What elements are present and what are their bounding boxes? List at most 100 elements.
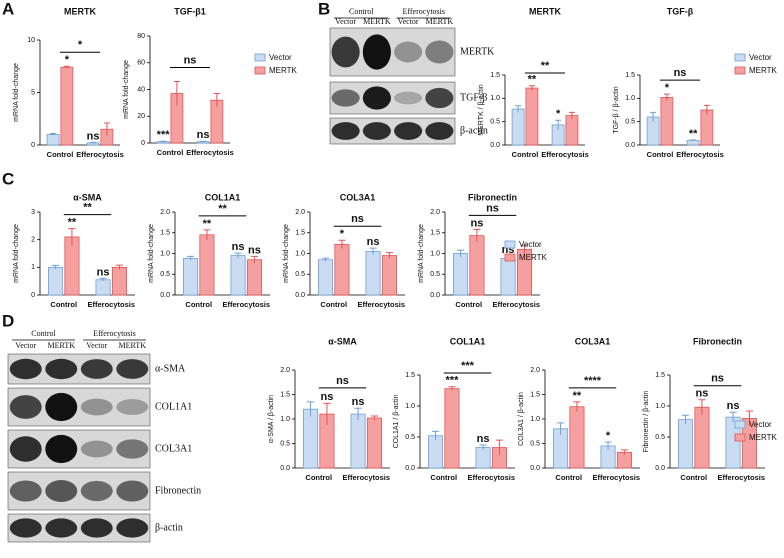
legend-swatch (504, 253, 516, 262)
chart-title: Fibronectin (468, 192, 517, 202)
x-tick-label: Control (455, 300, 482, 309)
error-bar (650, 111, 657, 122)
blot-row-label: TGF-β (460, 92, 487, 103)
y-tick-label: 0 (31, 292, 35, 299)
y-tick-label: 60 (137, 60, 145, 67)
y-tick-label: 1.5 (430, 230, 440, 237)
blot-band (45, 518, 78, 538)
error-bar (250, 255, 259, 264)
panel-letter: A (2, 0, 14, 18)
bar (569, 406, 585, 469)
x-tick-label: Control (430, 473, 457, 482)
error-bar (431, 430, 440, 441)
error-bar (160, 140, 167, 143)
blot-lane-label: MERTK (426, 17, 454, 26)
legend-swatch (254, 53, 266, 62)
bar (686, 139, 700, 146)
bracket-label: **** (584, 375, 602, 387)
y-tick-label: 0.0 (280, 465, 290, 472)
significance-label: ** (528, 74, 537, 86)
error-bar (234, 252, 242, 259)
blot-band (80, 440, 113, 458)
y-tick-label: 3 (31, 209, 35, 216)
panel-letter: D (2, 311, 14, 330)
x-tick-label: Efferocytosis (541, 150, 589, 159)
y-tick-label: 1.5 (625, 72, 635, 79)
error-bar (745, 410, 754, 426)
y-axis-label: TGF-β / β-actin (613, 86, 620, 133)
blot-band (116, 518, 149, 538)
error-bar (573, 401, 581, 412)
blot-band (80, 359, 113, 379)
y-tick-label: 0.0 (295, 292, 305, 299)
blot-band (116, 480, 149, 502)
y-tick-label: 1 (31, 264, 35, 271)
y-tick-label: 1.0 (405, 403, 415, 410)
blot-band (362, 34, 391, 70)
bar (475, 447, 491, 469)
y-tick-label: 2 (31, 237, 35, 244)
blot-lane-label: MERTK (363, 17, 391, 26)
blot-row-label: COL1A1 (155, 401, 192, 412)
x-tick-label: Efferocytosis (342, 473, 390, 482)
y-tick-label: 0.5 (430, 271, 440, 278)
y-tick-label: 0.5 (490, 119, 500, 126)
blot-group-label: Control (349, 7, 374, 16)
y-tick-label: 0.5 (405, 434, 415, 441)
chart-title: Fibronectin (693, 336, 742, 346)
error-bar (620, 449, 629, 455)
blot-band (331, 89, 360, 107)
x-tick-label: Control (50, 300, 77, 309)
bar (366, 417, 382, 469)
blot-band (331, 36, 360, 68)
error-bar (703, 104, 710, 115)
y-tick-label: 1.0 (295, 250, 305, 257)
bar (365, 251, 381, 296)
x-tick-label: Efferocytosis (676, 150, 724, 159)
significance-label: *** (157, 129, 171, 141)
bar (246, 259, 262, 296)
blot-row-label: COL3A1 (155, 443, 192, 454)
bar (453, 253, 469, 296)
error-bar (370, 415, 379, 420)
y-tick-label: 1.5 (160, 230, 170, 237)
error-bar (203, 229, 211, 240)
blot-band (362, 86, 391, 110)
error-bar (556, 422, 565, 435)
x-tick-label: Efferocytosis (467, 473, 515, 482)
y-axis-label: mRNA fold-change (418, 224, 425, 283)
blot-band (116, 439, 149, 459)
blot-group-label: Efferocytosis (93, 329, 136, 338)
bar (678, 419, 694, 469)
x-tick-label: Control (47, 150, 74, 159)
y-axis-label: mRNA fold-change (148, 224, 155, 283)
blot-lane-label: Vector (15, 341, 36, 350)
y-axis-label: Fibronectin / β-actin (643, 391, 650, 453)
y-tick-label: 1.5 (490, 72, 500, 79)
bracket-label: ** (541, 60, 550, 72)
bar (230, 255, 246, 296)
error-bar (338, 239, 346, 249)
y-axis-label: COL1A1 / β-actin (393, 394, 400, 448)
y-tick-label: 2.0 (160, 209, 170, 216)
panel-letter: C (2, 169, 14, 188)
blot-band (80, 480, 113, 502)
significance-label: ns (248, 244, 261, 256)
chart-title: α-SMA (73, 192, 102, 202)
blot-band (394, 122, 423, 140)
error-bar (479, 444, 487, 451)
significance-label: ns (232, 241, 245, 253)
y-tick-label: 0.0 (490, 142, 500, 149)
bar (303, 408, 319, 469)
bracket-label: * (78, 39, 83, 51)
bar (111, 266, 127, 296)
bar (469, 235, 485, 296)
y-tick-label: 1.5 (405, 372, 415, 379)
x-tick-label: Efferocytosis (492, 300, 540, 309)
significance-label: ** (573, 390, 582, 402)
error-bar (115, 264, 124, 270)
bar (700, 109, 714, 146)
y-axis-label: α-SMA / β-actin (268, 395, 275, 443)
y-tick-label: 0.0 (655, 465, 665, 472)
chart-title: MERTK (529, 6, 561, 16)
